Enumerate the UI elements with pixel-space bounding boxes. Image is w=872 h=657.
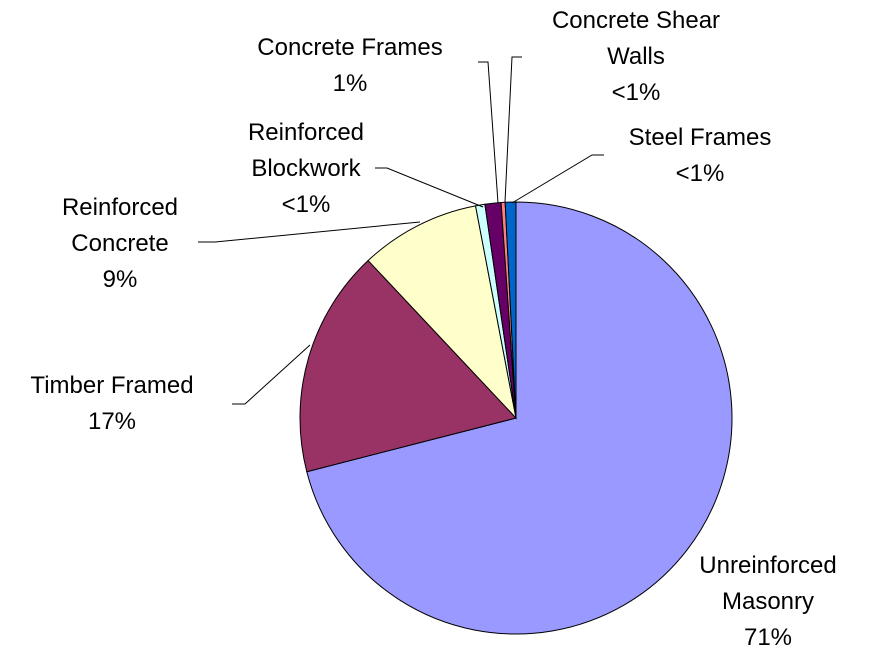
pie-slice: [299, 259, 517, 473]
category-name: Unreinforced Masonry: [699, 552, 837, 615]
slice-label: Reinforced Blockwork <1%: [226, 115, 386, 223]
slice-label: Concrete Frames 1%: [220, 30, 480, 102]
value-label: <1%: [611, 79, 661, 106]
slice-label: Unreinforced Masonry 71%: [683, 548, 853, 656]
pie-slice: [504, 201, 517, 419]
value-label: 1%: [332, 70, 368, 97]
slice-label: Steel Frames <1%: [590, 120, 810, 192]
leader-line: [375, 167, 484, 208]
slice-label: Reinforced Concrete 9%: [45, 190, 195, 298]
category-name: Steel Frames: [628, 124, 772, 151]
value-label: 17%: [87, 408, 137, 435]
pie-slice: [306, 201, 733, 635]
slice-label: Timber Framed 17%: [0, 368, 242, 440]
category-name: Reinforced Concrete: [61, 194, 179, 257]
value-label: 9%: [102, 266, 138, 293]
leader-line: [232, 344, 311, 405]
value-label: <1%: [675, 160, 725, 187]
category-name: Reinforced Blockwork: [247, 119, 365, 182]
leader-line: [504, 56, 522, 203]
leader-line: [478, 61, 499, 204]
category-name: Concrete Frames: [257, 34, 443, 61]
leader-line: [511, 154, 604, 204]
value-label: <1%: [281, 191, 331, 218]
category-name: Concrete Shear Walls: [551, 7, 721, 70]
value-label: 71%: [743, 624, 793, 651]
category-name: Timber Framed: [30, 372, 194, 399]
leader-line: [198, 221, 421, 243]
slice-label: Concrete Shear Walls <1%: [536, 3, 736, 111]
pie-slice: [367, 205, 517, 420]
